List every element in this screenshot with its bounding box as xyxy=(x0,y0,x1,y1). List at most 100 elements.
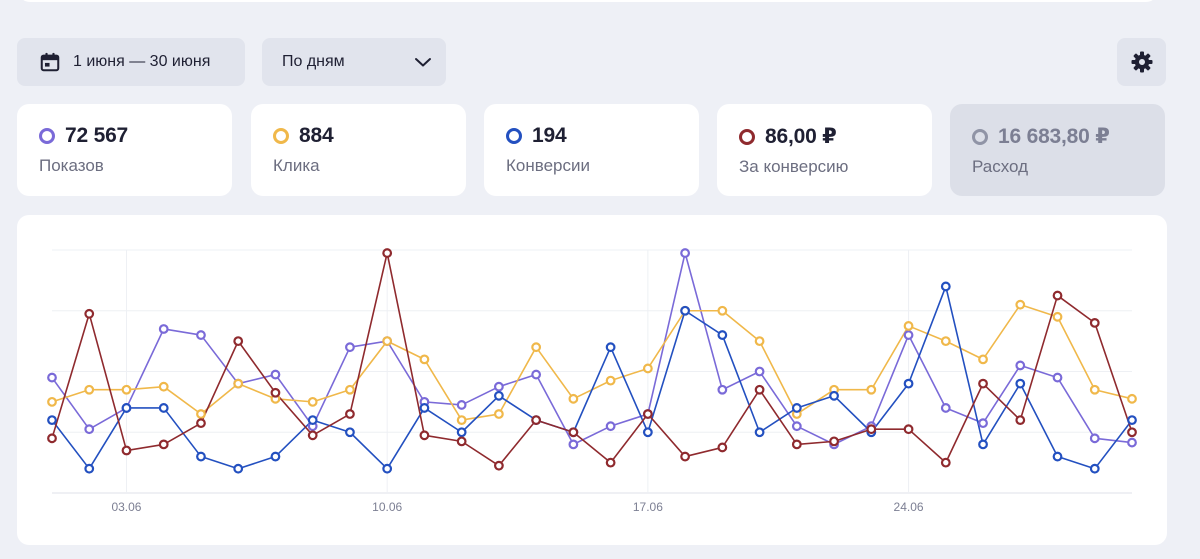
data-point-clicks xyxy=(233,378,244,389)
series-marker-icon xyxy=(39,128,55,144)
data-point-shows xyxy=(978,418,988,429)
data-point-clicks xyxy=(717,305,728,316)
data-point-conversions xyxy=(233,463,244,474)
data-point-conversions xyxy=(791,403,802,413)
data-point-conversions xyxy=(307,415,318,426)
data-point-per_conversion xyxy=(717,442,728,453)
data-point-clicks xyxy=(196,409,206,419)
data-point-conversions xyxy=(158,403,169,413)
data-point-shows xyxy=(1089,433,1100,444)
data-point-clicks xyxy=(978,354,988,365)
metric-label: Конверсии xyxy=(506,156,590,175)
data-point-conversions xyxy=(270,451,281,462)
data-point-conversions xyxy=(1127,415,1137,426)
data-point-conversions xyxy=(47,415,57,426)
data-point-per_conversion xyxy=(866,424,877,435)
metric-value: 72 567 xyxy=(65,124,129,147)
metric-card-clicks[interactable]: 884 Клика xyxy=(251,104,466,196)
data-point-per_conversion xyxy=(1052,290,1063,301)
data-point-conversions xyxy=(196,451,206,462)
data-point-clicks xyxy=(903,321,914,331)
data-point-shows xyxy=(345,342,355,353)
chevron-down-icon xyxy=(415,58,431,67)
metric-label: Клика xyxy=(273,156,320,175)
data-point-conversions xyxy=(493,390,504,401)
data-point-conversions xyxy=(754,427,765,438)
metric-value: 884 xyxy=(299,124,334,147)
data-point-clicks xyxy=(121,384,132,395)
data-point-per_conversion xyxy=(1015,415,1026,426)
data-point-conversions xyxy=(382,463,393,474)
data-point-conversions xyxy=(121,403,132,413)
data-point-shows xyxy=(680,248,691,258)
data-point-per_conversion xyxy=(754,384,765,395)
grouping-label: По дням xyxy=(282,53,345,70)
data-point-clicks xyxy=(158,381,169,392)
series-marker-icon xyxy=(739,128,755,145)
series-line-clicks xyxy=(51,303,1133,421)
series-marker-icon xyxy=(972,128,988,145)
metric-value: 194 xyxy=(532,124,567,147)
calendar-icon xyxy=(40,52,60,72)
date-range-button[interactable]: 1 июня — 30 июня xyxy=(17,38,245,86)
data-point-clicks xyxy=(307,396,318,407)
data-point-clicks xyxy=(84,384,95,395)
data-point-per_conversion xyxy=(158,439,169,450)
data-point-shows xyxy=(791,421,802,432)
data-point-clicks xyxy=(493,409,504,419)
series-marker-icon xyxy=(273,128,289,144)
data-point-conversions xyxy=(1015,378,1026,389)
x-tick-label: 10.06 xyxy=(372,500,402,514)
metric-value: 16 683,80 ₽ xyxy=(998,125,1110,148)
data-point-per_conversion xyxy=(121,445,132,456)
data-point-clicks xyxy=(345,384,355,395)
x-tick-label: 24.06 xyxy=(894,500,924,514)
data-point-clicks xyxy=(642,363,653,374)
grouping-select[interactable]: По дням xyxy=(262,38,446,86)
data-point-clicks xyxy=(382,336,393,347)
data-point-conversions xyxy=(642,427,653,438)
data-point-shows xyxy=(456,400,467,410)
date-range-label: 1 июня — 30 июня xyxy=(73,53,211,70)
settings-button[interactable] xyxy=(1117,38,1166,86)
data-point-shows xyxy=(493,381,504,392)
metric-card-shows[interactable]: 72 567 Показов xyxy=(17,104,232,196)
series-marker-icon xyxy=(506,128,522,144)
data-point-per_conversion xyxy=(307,430,318,441)
data-point-clicks xyxy=(419,354,430,365)
data-point-per_conversion xyxy=(419,430,430,441)
data-point-per_conversion xyxy=(903,424,914,435)
data-point-per_conversion xyxy=(605,457,616,468)
data-point-shows xyxy=(1127,437,1137,448)
data-point-per_conversion xyxy=(270,387,281,398)
data-point-clicks xyxy=(1127,393,1137,404)
metric-label: За конверсию xyxy=(739,157,849,176)
data-point-clicks xyxy=(940,336,951,347)
metric-value: 86,00 ₽ xyxy=(765,125,837,148)
metric-card-spend[interactable]: 16 683,80 ₽ Расход xyxy=(950,104,1165,196)
data-point-per_conversion xyxy=(84,308,95,319)
data-point-per_conversion xyxy=(345,409,355,419)
data-point-conversions xyxy=(717,330,728,340)
metric-label: Показов xyxy=(39,156,104,175)
data-point-shows xyxy=(84,424,95,435)
data-point-shows xyxy=(940,403,951,413)
data-point-shows xyxy=(717,384,728,395)
data-point-clicks xyxy=(605,375,616,386)
data-point-shows xyxy=(270,369,281,380)
metric-card-per-conversion[interactable]: 86,00 ₽ За конверсию xyxy=(717,104,932,196)
data-point-clicks xyxy=(1052,311,1063,322)
series-line-conversions xyxy=(51,285,1133,470)
data-point-conversions xyxy=(680,305,691,316)
line-chart[interactable]: 03.06 10.06 17.06 24.06 xyxy=(17,215,1167,545)
data-point-shows xyxy=(568,439,579,450)
data-point-per_conversion xyxy=(642,409,653,419)
data-point-per_conversion xyxy=(1089,317,1100,328)
x-tick-label: 03.06 xyxy=(111,500,141,514)
data-point-per_conversion xyxy=(47,433,57,444)
data-point-per_conversion xyxy=(1127,427,1137,438)
data-point-shows xyxy=(47,372,57,383)
gear-icon xyxy=(1131,51,1152,73)
metric-card-conversions[interactable]: 194 Конверсии xyxy=(484,104,699,196)
data-point-per_conversion xyxy=(493,460,504,471)
